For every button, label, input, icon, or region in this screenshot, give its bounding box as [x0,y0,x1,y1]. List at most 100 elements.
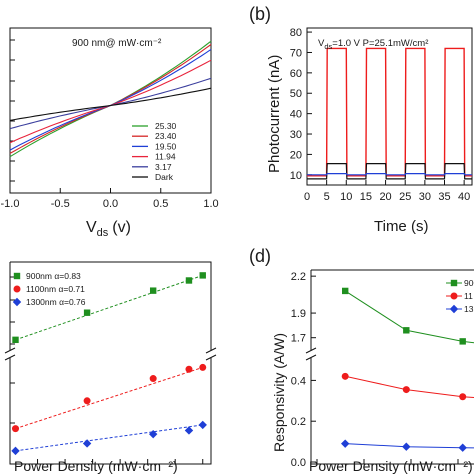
responsivity-line-1 [345,375,474,398]
legend-label-23.40: 23.40 [155,131,177,141]
panel-b-annotation: Vds=1.0 V P=25.1mW/cm² [318,38,428,51]
legend-marker-2 [12,297,22,307]
panel-d-ytick-label: 2.2 [291,271,306,283]
panel-b-curves [307,47,472,180]
photocurrent-trace-1 [307,163,472,180]
legend-marker-0 [450,279,458,287]
iv-curve-23.40 [9,44,212,154]
panel-d-ytick-label: 1.7 [291,333,306,345]
data-point [199,363,207,371]
panel-d-break-mark [305,347,317,354]
data-point [12,336,19,344]
panel-a-xtick-label: 1.0 [203,198,218,210]
panel-d-y-ticks [311,275,316,463]
data-point [199,272,206,279]
panel-c-axis-break [4,347,217,361]
fit-line-1 [15,366,203,430]
panel-b-x-axis-label: Time (s) [374,218,428,235]
iv-curve-11.94 [9,59,212,144]
panel-d-x-ticks [316,459,459,464]
responsivity-line-2 [345,443,474,449]
data-point [11,446,20,456]
panel-a-y-ticks [10,39,15,182]
panel-a-xtick-label: -0.5 [51,198,70,210]
panel-d-y-axis-label: Responsivity (A/W) [271,333,287,452]
legend-label-Dark: Dark [155,172,174,182]
legend-label-19.50: 19.50 [155,141,177,151]
panel-b-xtick-label: 15 [360,191,372,203]
panel-d-ytick-label: 0.0 [291,457,306,469]
panel-b-ytick-label: 40 [290,109,302,121]
panel-a-frame [9,27,212,194]
panel-a-x-ticks [9,188,212,193]
panel-b-xtick-label: 0 [304,191,310,203]
panel-b-ytick-label: 60 [290,68,302,80]
data-point [459,393,467,401]
data-point [149,375,157,383]
data-point [185,365,193,373]
legend-marker-0 [13,272,21,280]
data-point [459,338,466,345]
data-point [12,425,20,433]
data-point [83,397,91,405]
panel-b-ytick-label: 80 [290,27,302,39]
panel-b-ytick-label: 70 [290,47,302,59]
legend-label-0: 900nm α=0.83 [26,271,81,281]
data-point [83,309,91,316]
panel-d-legend: 900 11 13 [446,278,474,314]
panel-a-xtick-label: 0.5 [153,198,168,210]
data-point [402,386,410,394]
legend-label-25.30: 25.30 [155,121,177,131]
panel-b-xtick-label: 30 [419,191,431,203]
data-point [458,443,467,452]
panel-d-axis-break [305,347,317,361]
data-point [403,327,410,334]
panel-d-frame [310,269,474,465]
data-point [185,277,193,284]
panel-b-xtick-label: 25 [399,191,411,203]
data-point [342,287,349,295]
panel-b-ytick-label: 20 [290,149,302,161]
panel-d-ytick-label: 0.2 [291,416,306,428]
panel-b-label: (b) [249,4,271,24]
panel-c-fit-lines [15,274,203,452]
panel-b-y-tick-labels: 10 20 30 40 50 60 70 80 [290,27,302,182]
panel-a-x-tick-labels: -1.0 -0.5 0.0 0.5 1.0 [1,198,219,210]
data-point [341,439,350,448]
panel-b-xtick-label: 10 [340,191,352,203]
panel-a-xtick-label: -1.0 [1,198,20,210]
panel-c-points [11,272,207,456]
data-point [148,429,158,439]
data-point [341,372,349,380]
panel-d-x-axis-label: Power Density (mW·cm⁻²) [309,458,473,474]
panel-c-break-mark [4,354,16,361]
legend-label-0: 900 [464,278,474,288]
panel-d-ytick-label: 0.4 [291,375,306,387]
data-point [149,287,157,294]
panel-b-y-axis-label: Photocurrent (nA) [266,55,283,173]
panel-c-break-mark [205,347,217,354]
legend-marker-1 [13,285,21,293]
panel-b-xtick-label: 5 [324,191,330,203]
panel-b-xtick-label: 40 [458,191,470,203]
panel-a-x-axis-label: Vds (v) [86,219,131,239]
iv-curve-Dark [9,87,212,121]
legend-label-2: 1300nm α=0.76 [26,297,86,307]
legend-label-3.17: 3.17 [155,162,172,172]
data-point [82,439,92,448]
panel-d-y-tick-labels: 2.2 1.9 1.7 0.4 0.2 0.0 [291,271,306,469]
legend-marker-1 [450,292,458,300]
legend-label-1: 11 [464,291,473,301]
panel-b: (b) 10 20 30 40 50 60 70 80 0 5 10 15 20 25 30 35 40 Vd… [249,4,473,235]
panel-b-xtick-label: 20 [379,191,391,203]
panel-b-xtick-label: 35 [438,191,450,203]
panel-b-x-tick-labels: 0 5 10 15 20 25 30 35 40 [304,191,470,203]
panel-a-annotation: 900 nm@ mW·cm⁻² [72,38,162,49]
panel-b-ytick-label: 30 [290,129,302,141]
fit-line-2 [15,424,203,452]
responsivity-line-0 [344,290,474,344]
panel-c-legend: 900nm α=0.83 1100nm α=0.71 1300nm α=0.76 [12,271,86,307]
